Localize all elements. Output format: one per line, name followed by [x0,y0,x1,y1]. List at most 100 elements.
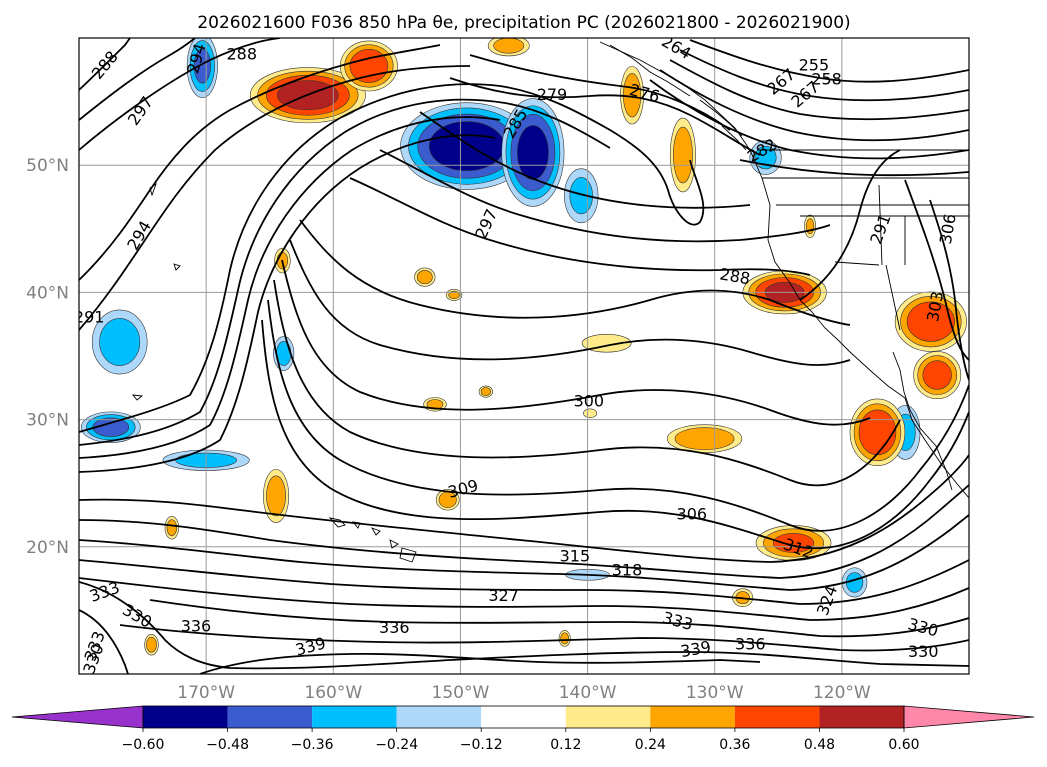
contour-291-east [299,219,851,326]
lon-tick-label: 150°W [432,683,490,703]
colorbar-tick-label: −0.60 [122,737,165,753]
colorbar-tick-label: −0.12 [460,737,503,753]
contour-label: 288 [226,44,257,63]
contour-295 [79,38,281,151]
precip-contour-neg-0 [428,121,505,172]
lon-tick-label: 130°W [686,683,744,703]
contour-276 [469,54,731,131]
contour-303-east [267,299,969,532]
contour-label: 279 [537,85,568,104]
contour-label: 258 [811,70,842,89]
contour-label: 336 [735,634,766,653]
precip-contour-pos-24 [493,38,525,54]
contour-279 [449,77,761,156]
contour-324 [79,577,969,621]
precip-contour-pos-30 [146,636,157,653]
lat-tick-label: 50°N [26,156,69,176]
colorbar-tick-label: 0.12 [550,737,581,753]
lon-tick-label: 140°W [559,683,617,703]
contour-306-jet [79,98,611,446]
colorbar-outline [142,705,905,729]
contour-288 [79,38,131,91]
contour-300-a [79,65,471,331]
precip-contour-pos-21 [266,475,286,517]
contour-label: 336 [181,617,212,636]
colorbar-segment [312,706,397,728]
contour-282-east [419,111,751,209]
precip-contour-pos-19 [674,427,735,451]
contour-339 [199,653,761,674]
precip-contour-pos-13 [349,49,389,83]
precip-contour-pos-16 [922,360,952,390]
contour-267-ne [649,79,969,160]
colorbar-segment [143,706,228,728]
contour-336 [79,609,129,674]
contour-288-east [349,177,811,276]
colorbar-segment [481,706,566,728]
contour-label: 330 [908,642,939,661]
contour-label: 315 [560,547,591,566]
lon-tick-label: 170°W [177,683,235,703]
coastlines [131,41,969,563]
contour-264-ne [659,69,969,142]
longitude-axis: 170°W 160°W 150°W 140°W 130°W 120°W [177,683,871,703]
contour-327 [149,599,969,638]
lat-tick-label: 40°N [26,283,69,303]
lon-tick-label: 160°W [304,683,362,703]
state-border-1 [762,177,969,331]
lat-tick-label: 20°N [26,538,69,558]
contour-label: 300 [574,392,605,411]
theta-e-contours [79,38,969,674]
contour-255-ne [689,39,969,83]
colorbar-extend-min [11,705,144,729]
colorbar-tick-labels: −0.60 −0.48 −0.36 −0.24 −0.12 0.12 0.24 0.36 0.4… [122,728,920,753]
lat-tick-label: 30°N [26,411,69,431]
contour-label: 336 [379,618,410,637]
colorbar-tick-label: 0.36 [719,737,750,753]
contour-306-east [261,319,969,550]
baja-california-coast [892,351,953,491]
contour-297-a [79,44,441,281]
contour-285-east [379,149,831,243]
colorbar-tick-label: −0.48 [206,737,249,753]
colorbar-tick-label: −0.36 [291,737,334,753]
contour-321 [79,559,969,605]
contour-306-nw [929,199,969,381]
contour-label: 255 [799,56,830,75]
colorbar-tick-label: 0.60 [888,737,919,753]
colorbar-extend-max [903,705,1035,729]
precip-contour-pos-29 [166,519,177,537]
precip-contour-neg-7 [569,177,593,215]
precip-contour-pos-26 [416,270,433,285]
contour-318 [79,514,969,591]
state-border-2 [760,149,969,206]
colorbar-tick-label: 0.24 [635,737,666,753]
colorbar-segment [396,706,482,728]
colorbar-tick-label: −0.24 [375,737,418,753]
contour-270-ne [739,159,969,177]
chart-title: 2026021600 F036 850 hPa θe, precipitatio… [197,13,850,33]
contour-330 [119,624,969,652]
colorbar-segment [819,706,904,728]
contour-303-jet [79,83,705,433]
contour-291-west-coast [799,149,901,301]
contour-291 [79,38,196,121]
contour-label: 327 [488,586,519,605]
precip-contour-neg-3 [99,318,141,366]
precip-contour-neg-1 [517,125,549,180]
contour-312-jet [79,134,496,473]
contour-label: 306 [677,505,708,524]
precip-contour-pos-31 [560,632,570,645]
precip-contour-pos-22 [673,126,693,184]
contour-294-east [289,239,851,366]
contour-315 [79,484,969,579]
precip-contour-pos-17 [858,409,897,456]
contour-297-east [281,259,871,426]
precip-contour-pos-15 [906,301,955,342]
contour-300-loop [273,279,901,487]
contour-label: 291 [74,308,105,327]
alaska-panhandle-islands [609,44,747,151]
colorbar-segment [227,706,313,728]
